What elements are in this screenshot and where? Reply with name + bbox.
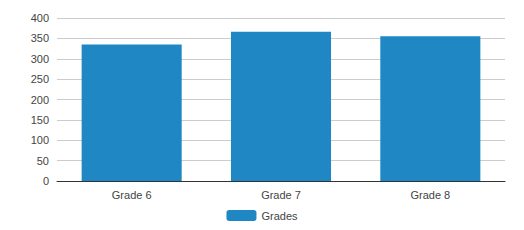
svg-text:150: 150 [31, 114, 49, 126]
svg-text:400: 400 [31, 12, 49, 24]
svg-text:350: 350 [31, 32, 49, 44]
svg-text:250: 250 [31, 73, 49, 85]
svg-text:50: 50 [37, 155, 49, 167]
svg-text:200: 200 [31, 94, 49, 106]
svg-text:Grade 8: Grade 8 [410, 189, 450, 201]
svg-text:300: 300 [31, 53, 49, 65]
svg-text:Grade 6: Grade 6 [112, 189, 152, 201]
svg-text:0: 0 [43, 175, 49, 187]
svg-text:Grade 7: Grade 7 [261, 189, 301, 201]
svg-text:Grades: Grades [261, 210, 298, 222]
svg-text:100: 100 [31, 134, 49, 146]
